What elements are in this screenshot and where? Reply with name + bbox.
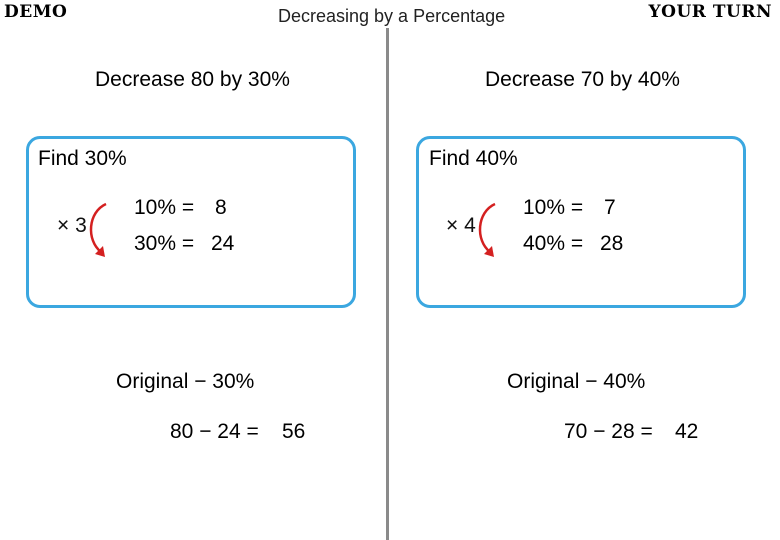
your-turn-target-percent-value: 28 [600, 232, 624, 255]
your-turn-working-box [416, 136, 746, 308]
demo-ten-percent-label: 10% = [134, 196, 195, 219]
demo-target-percent-label: 30% = [134, 232, 195, 255]
your-turn-subtraction-label: Original − 40% [507, 370, 646, 393]
demo-multiplier: × 3 [57, 214, 87, 237]
demo-ten-percent-value: 8 [215, 196, 227, 219]
page-title: Decreasing by a Percentage [278, 6, 506, 26]
your-turn-ten-percent-value: 7 [604, 196, 616, 219]
curved-arrow-icon [89, 202, 107, 257]
demo-calculation: 80 − 24 = [170, 420, 259, 443]
your-turn-multiplier: × 4 [446, 214, 476, 237]
your-turn-target-percent-label: 40% = [523, 232, 584, 255]
demo-working-box [26, 136, 356, 308]
demo-answer: 56 [282, 420, 306, 443]
demo-heading: Decrease 80 by 30% [95, 68, 290, 91]
your-turn-label: YOUR TURN [648, 2, 772, 22]
demo-find-label: Find 30% [38, 147, 127, 170]
center-divider [386, 28, 389, 540]
demo-target-percent-value: 24 [211, 232, 235, 255]
demo-label: DEMO [4, 2, 68, 22]
your-turn-calculation: 70 − 28 = [564, 420, 653, 443]
demo-subtraction-label: Original − 30% [116, 370, 255, 393]
your-turn-heading: Decrease 70 by 40% [485, 68, 680, 91]
your-turn-answer: 42 [675, 420, 699, 443]
your-turn-find-label: Find 40% [429, 147, 518, 170]
your-turn-ten-percent-label: 10% = [523, 196, 584, 219]
curved-arrow-icon [478, 202, 496, 257]
